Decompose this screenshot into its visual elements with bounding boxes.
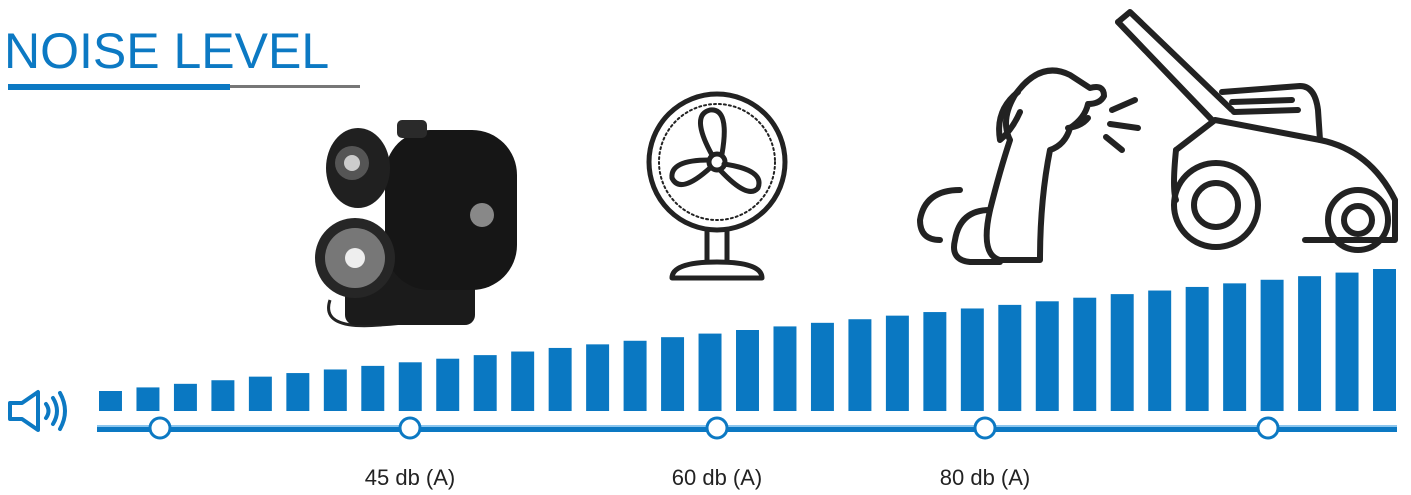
volume-bars bbox=[99, 269, 1396, 411]
scale-marker bbox=[148, 416, 172, 440]
noise-label: 60 db (A) bbox=[672, 465, 763, 490]
volume-bar bbox=[1035, 301, 1059, 411]
volume-bar bbox=[473, 355, 497, 411]
title: NOISE LEVEL bbox=[4, 23, 329, 79]
volume-bar bbox=[1260, 279, 1284, 411]
volume-bar bbox=[623, 340, 647, 411]
volume-bar bbox=[848, 319, 872, 411]
volume-bar bbox=[960, 308, 984, 411]
volume-bar bbox=[1073, 297, 1097, 411]
volume-bar bbox=[1110, 294, 1134, 411]
fan-icon bbox=[646, 91, 788, 281]
title-underline-gray bbox=[230, 85, 360, 88]
scale-marker bbox=[1256, 416, 1280, 440]
volume-bar bbox=[1335, 272, 1359, 411]
volume-bar bbox=[1298, 276, 1322, 411]
volume-bar bbox=[773, 326, 797, 411]
volume-bar bbox=[136, 387, 160, 411]
volume-bar bbox=[661, 337, 685, 411]
volume-bar bbox=[511, 351, 535, 411]
volume-bar bbox=[99, 391, 122, 411]
volume-bar bbox=[1185, 286, 1209, 411]
volume-bar bbox=[548, 347, 572, 411]
scale-line-highlight bbox=[97, 425, 1397, 427]
volume-bar bbox=[1223, 283, 1247, 411]
volume-bar bbox=[323, 369, 347, 411]
volume-bar bbox=[361, 365, 385, 411]
dog-icon bbox=[917, 67, 1141, 265]
volume-bar bbox=[736, 330, 759, 411]
volume-bar bbox=[211, 380, 235, 411]
volume-bar bbox=[398, 362, 422, 411]
pump-image bbox=[315, 120, 517, 328]
scale-line bbox=[97, 425, 1397, 432]
scale-marker bbox=[398, 416, 422, 440]
volume-bar bbox=[998, 304, 1022, 411]
volume-bar bbox=[698, 333, 722, 411]
volume-bar bbox=[923, 312, 947, 411]
speaker-icon bbox=[8, 390, 67, 432]
lawnmower-icon bbox=[1115, 9, 1398, 253]
scale-marker bbox=[705, 416, 729, 440]
title-underline bbox=[8, 84, 230, 90]
volume-bar bbox=[436, 358, 460, 411]
scale-markers bbox=[148, 416, 1280, 440]
volume-bar bbox=[1373, 269, 1396, 411]
volume-bar bbox=[586, 344, 610, 411]
noise-label: 45 db (A) bbox=[365, 465, 456, 490]
volume-bar bbox=[173, 383, 197, 411]
volume-bar bbox=[885, 315, 909, 411]
noise-label: 80 db (A) bbox=[940, 465, 1031, 490]
volume-bar bbox=[286, 373, 310, 411]
scale-marker bbox=[973, 416, 997, 440]
volume-bar bbox=[248, 376, 272, 411]
volume-bar bbox=[810, 322, 834, 411]
volume-bar bbox=[1148, 290, 1172, 411]
